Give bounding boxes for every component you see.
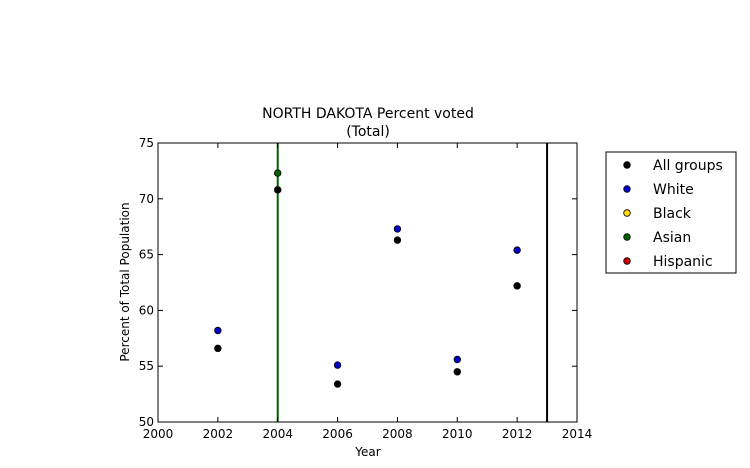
chart-title: NORTH DAKOTA Percent voted — [262, 106, 474, 122]
legend-marker-hispanic — [623, 257, 631, 265]
legend-label-white: White — [653, 182, 694, 198]
vertical-lines — [276, 143, 549, 422]
x-tick-label: 2006 — [322, 427, 353, 441]
data-point-white — [333, 361, 342, 369]
y-tick-label: 60 — [139, 303, 154, 317]
data-point-all-groups — [333, 380, 342, 388]
data-point-white — [453, 355, 461, 364]
data-point-all-groups — [274, 186, 282, 194]
legend-marker-asian — [623, 233, 631, 241]
legend-marker-black — [623, 209, 631, 217]
data-point-all-groups — [214, 344, 222, 353]
legend: All groups White Black Asian Hispanic — [605, 151, 737, 274]
x-tick-label: 2008 — [382, 427, 413, 441]
y-tick-label: 70 — [139, 192, 154, 206]
data-point-all-groups — [393, 236, 402, 244]
x-tick-label: 2000 — [143, 427, 174, 441]
x-axis-label: Year — [354, 445, 380, 459]
data-point-all-groups — [453, 368, 461, 376]
y-tick-label: 55 — [139, 359, 154, 373]
legend-label-black: Black — [653, 206, 692, 222]
legend-label-asian: Asian — [653, 230, 691, 246]
chart-subtitle: (Total) — [346, 124, 390, 140]
data-point-all-groups — [513, 282, 521, 290]
legend-marker-all-groups — [623, 161, 631, 169]
data-point-white — [214, 326, 222, 335]
x-tick-label: 2004 — [262, 427, 293, 441]
x-tick-label: 2010 — [442, 427, 473, 441]
x-tick-label: 2012 — [502, 427, 533, 441]
legend-label-all-groups: All groups — [653, 158, 723, 174]
data-points — [214, 169, 521, 388]
axis-ticks: 2000 2002 2004 2006 2008 2010 2012 2014 50 55 60 65… — [139, 136, 593, 441]
y-tick-label: 75 — [139, 136, 154, 150]
x-tick-label: 2014 — [562, 427, 593, 441]
y-tick-label: 50 — [139, 415, 154, 429]
plot-area-frame — [157, 142, 578, 423]
y-tick-label: 65 — [139, 248, 154, 262]
data-point-asian — [274, 169, 282, 177]
legend-label-hispanic: Hispanic — [653, 254, 713, 270]
legend-marker-white — [623, 185, 631, 193]
data-point-white — [513, 246, 521, 254]
y-axis-label: Percent of Total Population — [118, 202, 132, 361]
data-point-white — [393, 225, 402, 233]
x-tick-label: 2002 — [203, 427, 234, 441]
